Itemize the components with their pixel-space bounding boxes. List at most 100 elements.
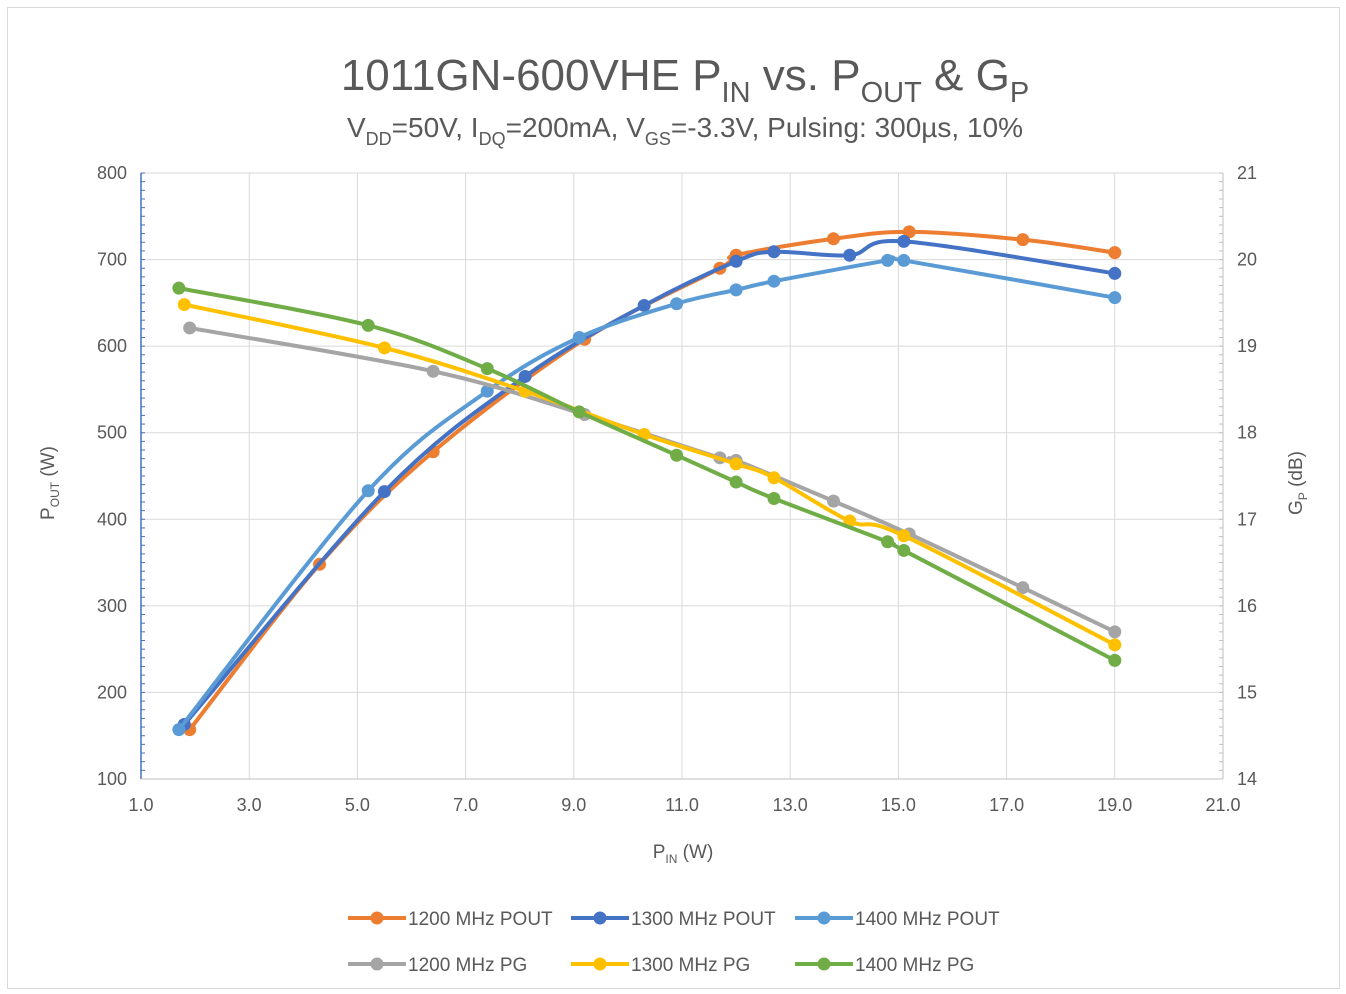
data-point-1300-mhz-pg	[1108, 638, 1122, 652]
x-tick-label: 21.0	[1205, 795, 1240, 815]
legend-label: 1400 MHz PG	[855, 955, 974, 976]
x-tick-label: 15.0	[881, 795, 916, 815]
data-point-1400-mhz-pout	[172, 723, 186, 737]
legend-label: 1200 MHz POUT	[408, 909, 553, 930]
series-line-1300-mhz-pg	[182, 302, 1117, 647]
data-point-1400-mhz-pg	[729, 475, 743, 489]
legend: 1200 MHz POUT 1300 MHz POUT 1400 MHz POUT 1…	[348, 909, 1000, 976]
data-point-1400-mhz-pout	[361, 484, 375, 498]
chart-title: 1011GN-600VHE PIN vs. POUT & GP	[341, 51, 1029, 109]
y-axis-left-label: POUT (W)	[38, 446, 62, 520]
data-point-1300-mhz-pg	[767, 471, 781, 485]
y-right-tick-label: 15	[1237, 682, 1257, 702]
x-tick-label: 11.0	[665, 795, 699, 815]
data-point-1300-mhz-pg	[729, 457, 743, 471]
y-left-tick-label: 700	[97, 250, 127, 270]
legend-swatch-marker	[593, 911, 607, 925]
series-line-1400-mhz-pg	[176, 286, 1117, 663]
data-point-1400-mhz-pout	[480, 384, 494, 398]
series-1300-mhz-pout	[177, 234, 1122, 731]
data-point-1400-mhz-pout	[881, 253, 895, 267]
y-right-tick-label: 20	[1237, 250, 1257, 270]
data-point-1300-mhz-pout	[518, 369, 532, 383]
legend-label: 1300 MHz POUT	[631, 909, 776, 930]
series-line-1200-mhz-pout	[187, 229, 1117, 732]
data-point-1400-mhz-pout	[767, 274, 781, 288]
data-point-1200-mhz-pout	[1016, 233, 1030, 247]
data-point-1300-mhz-pout	[897, 234, 911, 248]
data-point-1300-mhz-pout	[729, 254, 743, 268]
legend-swatch-marker	[370, 911, 384, 925]
data-point-1400-mhz-pg	[361, 318, 375, 332]
data-point-1200-mhz-pg	[426, 364, 440, 378]
series-1400-mhz-pout	[172, 253, 1122, 737]
data-point-1300-mhz-pg	[897, 529, 911, 543]
series-1300-mhz-pg	[177, 298, 1122, 652]
data-point-1300-mhz-pg	[377, 341, 391, 355]
x-tick-label: 1.0	[128, 795, 153, 815]
data-point-1400-mhz-pg	[897, 543, 911, 557]
legend-item-1200-mhz-pg: 1200 MHz PG	[348, 955, 527, 976]
data-point-1400-mhz-pg	[1108, 653, 1122, 667]
y-right-tick-label: 21	[1237, 163, 1257, 183]
chart-subtitle: VDD=50V, IDQ=200mA, VGS=-3.3V, Pulsing: …	[347, 112, 1023, 149]
axes: 1.0 3.0 5.0 7.0 9.0 11.0 13.0 15.0 17.0 19.0 21.0 1…	[97, 163, 1257, 815]
legend-item-1200-mhz-pout: 1200 MHz POUT	[348, 909, 553, 930]
legend-item-1300-mhz-pg: 1300 MHz PG	[571, 955, 750, 976]
y-right-tick-label: 14	[1237, 769, 1257, 789]
y-left-tick-label: 800	[97, 163, 127, 183]
data-point-1400-mhz-pg	[572, 405, 586, 419]
data-point-1300-mhz-pout	[767, 245, 781, 259]
data-point-1400-mhz-pg	[767, 492, 781, 506]
series-line-1400-mhz-pout	[176, 254, 1117, 732]
y-axis-right-label: GP (dB)	[1286, 451, 1310, 515]
x-tick-label: 7.0	[453, 795, 478, 815]
legend-item-1400-mhz-pg: 1400 MHz PG	[795, 955, 974, 976]
data-point-1400-mhz-pout	[1108, 291, 1122, 305]
series-1400-mhz-pg	[172, 281, 1122, 667]
y-left-tick-label: 100	[97, 769, 127, 789]
x-tick-label: 19.0	[1097, 795, 1132, 815]
data-point-1400-mhz-pg	[172, 281, 186, 295]
x-tick-label: 13.0	[773, 795, 808, 815]
legend-item-1300-mhz-pout: 1300 MHz POUT	[571, 909, 776, 930]
legend-label: 1200 MHz PG	[408, 955, 527, 976]
y-left-tick-label: 600	[97, 336, 127, 356]
y-right-tick-label: 19	[1237, 336, 1257, 356]
data-point-1400-mhz-pout	[572, 330, 586, 344]
y-left-tick-label: 200	[97, 682, 127, 702]
x-tick-label: 5.0	[345, 795, 370, 815]
legend-swatch-marker	[593, 957, 607, 971]
x-tick-label: 9.0	[561, 795, 586, 815]
data-point-1200-mhz-pg	[1108, 625, 1122, 639]
y-right-tick-label: 17	[1237, 509, 1257, 529]
data-point-1200-mhz-pout	[902, 225, 916, 239]
x-tick-label: 17.0	[989, 795, 1024, 815]
legend-item-1400-mhz-pout: 1400 MHz POUT	[795, 909, 1000, 930]
y-left-tick-label: 400	[97, 509, 127, 529]
data-point-1200-mhz-pout	[1108, 246, 1122, 260]
data-point-1400-mhz-pg	[881, 535, 895, 549]
x-tick-label: 3.0	[237, 795, 262, 815]
data-point-1200-mhz-pout	[826, 232, 840, 246]
data-point-1400-mhz-pg	[670, 448, 684, 462]
legend-swatch-marker	[370, 957, 384, 971]
chart-svg: 1011GN-600VHE PIN vs. POUT & GP VDD=50V,…	[38, 51, 1310, 976]
data-point-1400-mhz-pg	[480, 362, 494, 376]
legend-swatch-marker	[817, 911, 831, 925]
y-left-tick-label: 300	[97, 596, 127, 616]
legend-label: 1400 MHz POUT	[855, 909, 1000, 930]
data-point-1400-mhz-pout	[729, 283, 743, 297]
data-point-1400-mhz-pout	[670, 297, 684, 311]
y-right-tick-label: 18	[1237, 423, 1257, 443]
data-point-1200-mhz-pg	[826, 494, 840, 508]
data-point-1300-mhz-pout	[1108, 266, 1122, 280]
data-point-1400-mhz-pout	[897, 253, 911, 267]
plot-series	[172, 225, 1122, 737]
y-left-tick-label: 500	[97, 423, 127, 443]
x-axis-label: PIN (W)	[653, 842, 714, 866]
legend-label: 1300 MHz PG	[631, 955, 750, 976]
chart-area: 1011GN-600VHE PIN vs. POUT & GP VDD=50V,…	[7, 7, 1340, 989]
data-point-1300-mhz-pout	[377, 485, 391, 499]
legend-swatch-marker	[817, 957, 831, 971]
